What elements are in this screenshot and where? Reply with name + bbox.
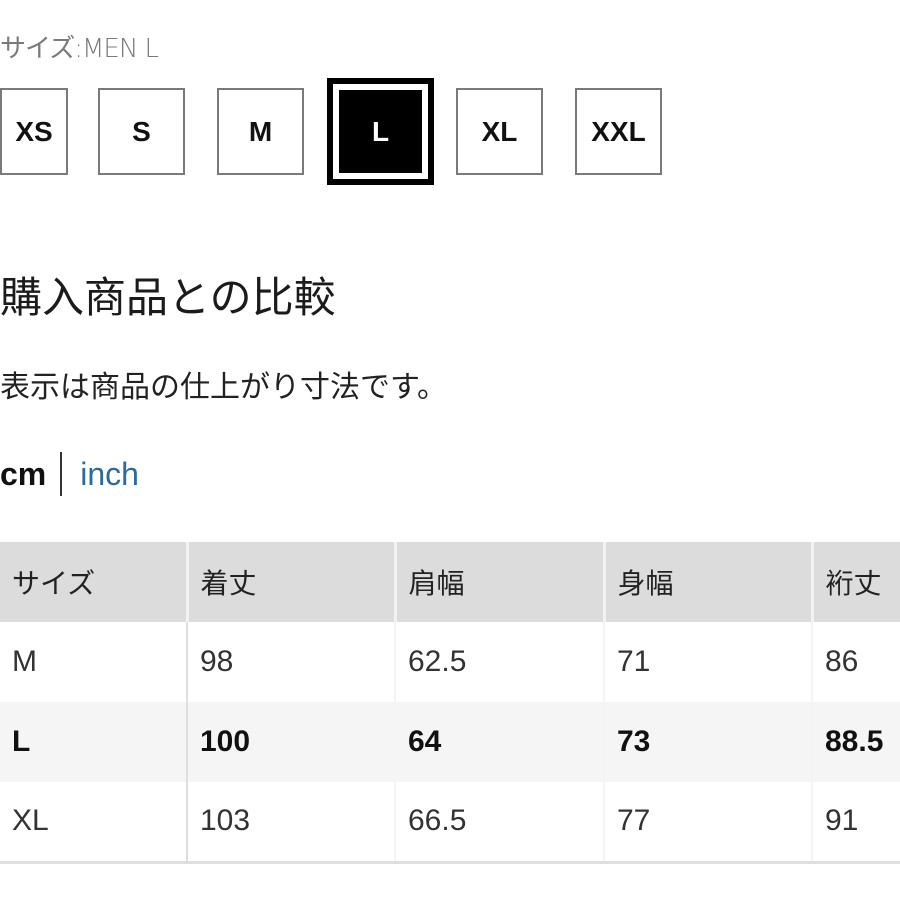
cell: XL [0,782,188,864]
size-button-xxl[interactable]: XXL [575,88,662,175]
cell: 77 [604,782,813,864]
table-row-selected: L 100 64 73 88.5 [0,702,900,782]
unit-inch-link[interactable]: inch [80,455,139,492]
selected-size-label: サイズ:MEN L [0,34,159,64]
table-header-row: サイズ 着丈 肩幅 身幅 裄丈 [0,542,900,622]
header-size: サイズ [0,542,189,622]
size-label-xs: XS [15,115,53,147]
cell: 103 [187,782,396,864]
header-shoulder: 肩幅 [395,542,606,622]
cell: 86 [825,645,859,678]
measurement-note: 表示は商品の仕上がり寸法です。 [0,370,447,405]
cell: 88.5 [812,702,900,782]
cell: 73 [604,702,813,782]
unit-toggle: cm inch [0,452,139,496]
section-heading: 購入商品との比較 [0,273,336,322]
unit-cm[interactable]: cm [0,455,47,492]
unit-divider [60,452,63,496]
size-button-l[interactable]: L [327,78,434,185]
size-button-m[interactable]: M [217,88,304,175]
size-label-l: L [371,115,390,147]
size-button-xl[interactable]: XL [456,88,543,175]
cell: 91 [812,782,900,864]
size-label-m: M [248,115,273,147]
size-button-xs[interactable]: XS [0,88,68,175]
cell: 64 [395,702,605,782]
table-row: XL 103 66.5 77 91 [0,782,900,864]
header-length: 着丈 [187,542,397,622]
size-button-s[interactable]: S [98,88,185,175]
cell: L [0,702,188,782]
cell: 100 [187,702,396,782]
cell: 71 [604,622,813,702]
header-sleeve: 裄丈 [812,542,900,622]
size-label-xxl: XXL [591,115,646,147]
cell: 98 [187,622,396,702]
size-comparison-table: サイズ 着丈 肩幅 身幅 裄丈 M 98 62.5 71 86 L 100 64… [0,542,900,864]
cell: M [0,622,188,702]
size-label-s: S [132,115,151,147]
cell: 66.5 [395,782,605,864]
header-chest: 身幅 [604,542,814,622]
cell: 62.5 [395,622,605,702]
size-label-xl: XL [481,115,518,147]
table-row: M 98 62.5 71 86 [0,622,900,702]
